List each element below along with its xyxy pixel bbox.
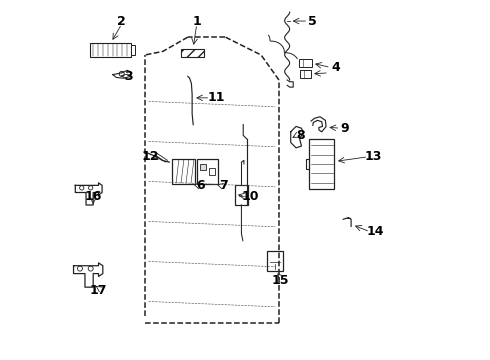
Bar xyxy=(90,43,131,57)
Bar xyxy=(235,185,247,205)
Bar xyxy=(197,158,218,184)
Text: 10: 10 xyxy=(242,190,259,203)
Bar xyxy=(309,139,334,189)
Text: 13: 13 xyxy=(365,150,382,163)
Text: 3: 3 xyxy=(124,70,133,83)
Text: 4: 4 xyxy=(332,61,341,74)
Text: 14: 14 xyxy=(367,225,384,238)
Text: 7: 7 xyxy=(219,179,228,192)
Text: 11: 11 xyxy=(208,91,225,104)
Bar xyxy=(267,251,283,271)
Text: 16: 16 xyxy=(84,190,102,203)
Bar xyxy=(298,59,312,67)
Text: 5: 5 xyxy=(309,14,317,27)
Text: 9: 9 xyxy=(341,122,349,135)
Text: 1: 1 xyxy=(193,14,201,27)
Text: 8: 8 xyxy=(296,129,305,142)
Bar xyxy=(209,168,215,175)
Text: 6: 6 xyxy=(196,179,205,192)
Bar xyxy=(172,158,195,184)
Text: 12: 12 xyxy=(142,150,159,163)
Text: 2: 2 xyxy=(118,14,126,27)
Bar xyxy=(181,49,204,57)
Bar xyxy=(131,45,135,55)
Text: 17: 17 xyxy=(90,284,107,297)
Text: 15: 15 xyxy=(272,274,290,287)
Bar xyxy=(199,163,206,170)
Bar xyxy=(300,70,311,78)
